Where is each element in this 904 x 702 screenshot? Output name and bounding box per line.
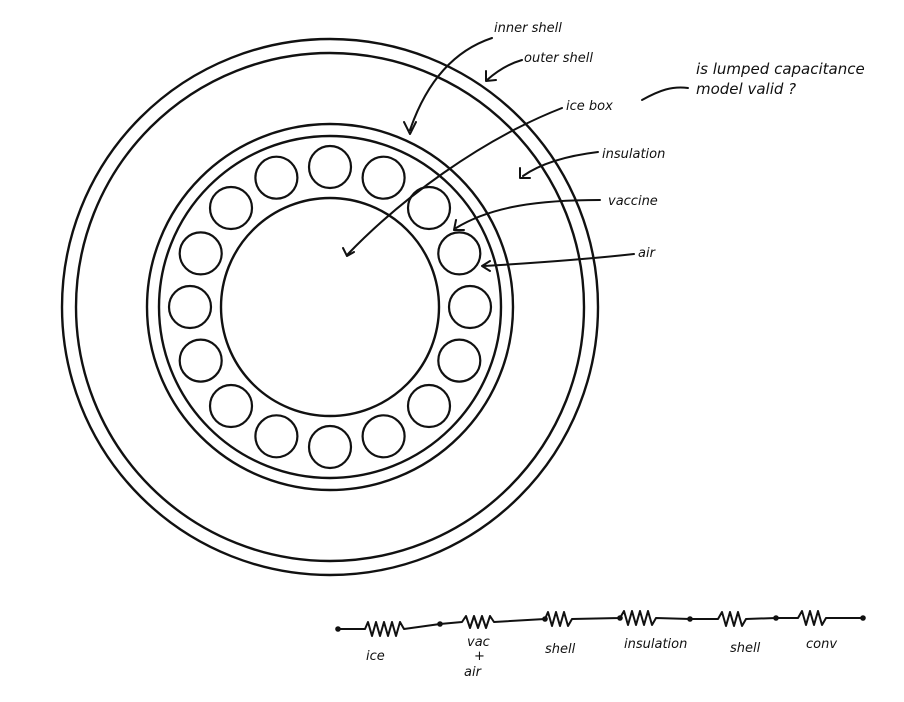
vaccine-vial	[406, 383, 452, 429]
outer-shell-leader-arrow	[485, 59, 523, 82]
inner-shell-outer-wall	[145, 122, 515, 492]
outer-shell-inner-wall	[74, 51, 586, 563]
vaccine-label: vaccine	[608, 194, 658, 209]
vaccine-vial	[167, 284, 213, 330]
node-insulation	[617, 615, 623, 621]
network-label-air: air	[464, 665, 483, 680]
vaccine-vial	[307, 424, 353, 470]
network-label-shell-1: shell	[545, 642, 576, 657]
insulation-label: insulation	[602, 147, 665, 162]
vaccine-vial	[437, 231, 482, 276]
network-label-insulation: insulation	[624, 637, 687, 652]
vaccine-vial	[208, 185, 254, 231]
vaccine-vial	[254, 155, 299, 200]
insulation-leader-arrow	[519, 151, 599, 179]
vaccine-vial	[254, 414, 299, 459]
vaccine-vial	[307, 144, 353, 190]
inner-shell-leader-arrow	[403, 37, 493, 135]
question-leader-arrow	[641, 86, 689, 101]
outer-shell-outer-wall	[60, 37, 600, 577]
node-shell-1	[542, 616, 548, 622]
node-conv	[773, 615, 779, 621]
vaccine-vial	[437, 338, 482, 383]
vaccine-leader-arrow	[453, 199, 601, 231]
vaccine-vial	[361, 155, 406, 200]
network-label-plus: +	[474, 649, 485, 664]
vaccine-vial	[406, 185, 452, 231]
resistance-network-wire	[337, 610, 864, 637]
vaccine-vial	[208, 383, 254, 429]
network-label-vac: vac	[467, 635, 490, 650]
ice-box-label: ice box	[566, 99, 613, 114]
vaccine-vial	[361, 414, 406, 459]
network-label-shell-2: shell	[730, 641, 761, 656]
network-label-conv: conv	[806, 637, 837, 652]
outer-shell-label: outer shell	[524, 51, 593, 66]
inner-shell-inner-wall	[157, 134, 503, 480]
node-vac-air	[437, 621, 443, 627]
question-line-2: model valid ?	[696, 80, 796, 98]
vaccine-vial	[178, 338, 223, 383]
vaccine-vial	[447, 284, 493, 330]
node-shell-2	[687, 616, 693, 622]
vaccine-vial	[178, 231, 223, 276]
air-leader-arrow	[481, 253, 635, 272]
ice-box-circle	[219, 196, 441, 418]
inner-shell-label: inner shell	[494, 21, 562, 36]
vaccine-vial-ring	[167, 144, 493, 470]
network-label-ice: ice	[366, 649, 385, 664]
node-ambient	[860, 615, 866, 621]
air-label: air	[638, 246, 657, 261]
ice-box-leader-arrow	[342, 107, 563, 257]
question-line-1: is lumped capacitance	[696, 60, 865, 78]
node-ice	[335, 626, 341, 632]
